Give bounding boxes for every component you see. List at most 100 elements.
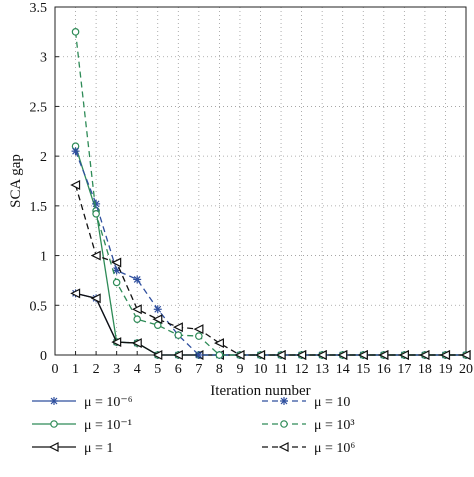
data-point xyxy=(153,321,162,329)
legend: μ = 10⁻⁶ μ = 10⁻¹ μ = 1 μ = 10 μ = 10³ μ = 10… xyxy=(32,395,355,456)
x-tick-label: 8 xyxy=(216,362,223,377)
legend-item: μ = 10⁻⁶ xyxy=(32,395,133,410)
data-point xyxy=(131,338,142,349)
data-point xyxy=(172,350,183,360)
y-tick-label: 0.5 xyxy=(30,299,48,314)
series-line xyxy=(74,31,466,356)
series-3 xyxy=(70,288,471,360)
legend-marker xyxy=(48,442,59,452)
x-tick-label: 5 xyxy=(154,362,161,377)
data-point xyxy=(378,350,389,360)
data-point xyxy=(357,350,368,360)
x-tick-label: 11 xyxy=(274,362,287,377)
series-1 xyxy=(71,289,470,359)
legend-label: μ = 10 xyxy=(314,395,350,410)
data-point xyxy=(214,338,224,349)
data-point xyxy=(133,275,142,284)
x-axis-label: Iteration number xyxy=(210,383,310,399)
data-point xyxy=(112,278,121,287)
series-group xyxy=(70,28,471,360)
x-tick-label: 10 xyxy=(254,362,268,377)
legend-label: μ = 10³ xyxy=(314,418,355,433)
y-tick-label: 1.5 xyxy=(30,200,48,215)
legend-marker xyxy=(280,420,288,428)
x-tick-label: 18 xyxy=(418,362,432,377)
x-tick-label: 1 xyxy=(72,362,79,377)
data-point xyxy=(71,147,80,156)
data-point xyxy=(172,322,183,333)
x-tick-label: 7 xyxy=(195,362,202,377)
data-point xyxy=(193,324,204,335)
legend-label: μ = 10⁻⁶ xyxy=(84,395,133,410)
legend-marker xyxy=(278,442,289,452)
x-tick-label: 12 xyxy=(295,362,309,377)
x-tick-label: 19 xyxy=(438,362,452,377)
data-point xyxy=(419,350,430,360)
y-tick-label: 3.5 xyxy=(30,1,48,16)
grid xyxy=(55,7,466,355)
series-line xyxy=(74,150,466,356)
series-line xyxy=(74,184,466,356)
series-line xyxy=(74,146,466,356)
data-point xyxy=(92,199,101,208)
data-point xyxy=(133,315,142,324)
data-point xyxy=(71,28,80,36)
series-6 xyxy=(70,180,471,360)
legend-marker xyxy=(280,397,288,405)
legend-label: μ = 10⁻¹ xyxy=(84,418,132,433)
y-tick-label: 2 xyxy=(40,150,47,165)
data-point xyxy=(152,350,163,360)
x-tick-label: 17 xyxy=(397,362,411,377)
data-point xyxy=(296,350,307,360)
data-point xyxy=(337,350,348,360)
x-tick-label: 4 xyxy=(134,362,141,377)
x-tick-label: 15 xyxy=(356,362,370,377)
data-point xyxy=(234,350,245,360)
legend-item: μ = 10³ xyxy=(262,418,355,433)
legend-label: μ = 1 xyxy=(84,441,113,456)
y-tick-label: 3 xyxy=(40,51,47,66)
x-tick-label: 13 xyxy=(315,362,329,377)
legend-item: μ = 10⁻¹ xyxy=(32,418,132,433)
data-point xyxy=(131,304,142,315)
data-point xyxy=(70,180,81,190)
data-point xyxy=(92,210,100,218)
legend-marker xyxy=(50,420,58,428)
data-point xyxy=(90,293,101,304)
x-tick-label: 14 xyxy=(336,362,350,377)
y-tick-label: 2.5 xyxy=(30,100,48,115)
data-point xyxy=(460,350,471,360)
y-axis-label: SCA gap xyxy=(8,154,24,208)
data-point xyxy=(111,337,122,348)
x-tick-label: 2 xyxy=(93,362,100,377)
data-point xyxy=(153,305,162,314)
legend-marker xyxy=(50,397,58,405)
x-tick-label: 16 xyxy=(377,362,391,377)
legend-label: μ = 10⁶ xyxy=(314,441,355,456)
x-tick-label: 0 xyxy=(52,362,59,377)
y-tick-label: 0 xyxy=(40,349,47,364)
x-tick-label: 20 xyxy=(459,362,473,377)
series-5 xyxy=(71,28,470,359)
x-tick-label: 3 xyxy=(113,362,120,377)
data-point xyxy=(90,250,101,261)
data-point xyxy=(174,331,183,339)
legend-item: μ = 10⁶ xyxy=(262,441,355,456)
data-point xyxy=(70,288,81,299)
data-point xyxy=(440,350,451,360)
y-tick-label: 1 xyxy=(40,250,47,265)
data-point xyxy=(255,350,266,360)
data-point xyxy=(194,351,203,359)
data-point xyxy=(215,351,224,359)
axis-ticks: 0 1 2 3 4 5 6 7 8 9 10 11 12 13 14 15 16 17 18 19 2000.511.5… xyxy=(30,1,474,377)
x-tick-label: 6 xyxy=(175,362,182,377)
x-tick-label: 9 xyxy=(236,362,243,377)
data-point xyxy=(152,314,163,325)
data-point xyxy=(195,332,203,340)
data-point xyxy=(316,350,327,360)
legend-item: μ = 10 xyxy=(262,395,350,410)
legend-item: μ = 1 xyxy=(32,441,113,456)
data-point xyxy=(399,350,409,360)
data-point xyxy=(111,257,122,268)
